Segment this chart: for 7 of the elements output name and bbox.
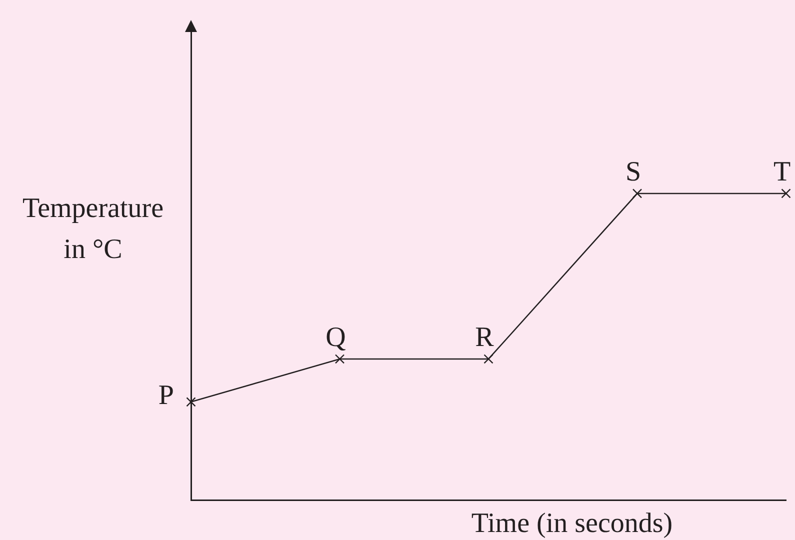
text: P xyxy=(158,380,174,411)
text: T xyxy=(773,156,791,188)
text: S xyxy=(625,156,642,188)
annotation: Q xyxy=(326,322,346,353)
y-axis-title: Temperature in °C xyxy=(21,192,165,267)
annotation: R xyxy=(475,322,494,353)
x-axis-title: Time (in seconds) xyxy=(471,508,673,540)
